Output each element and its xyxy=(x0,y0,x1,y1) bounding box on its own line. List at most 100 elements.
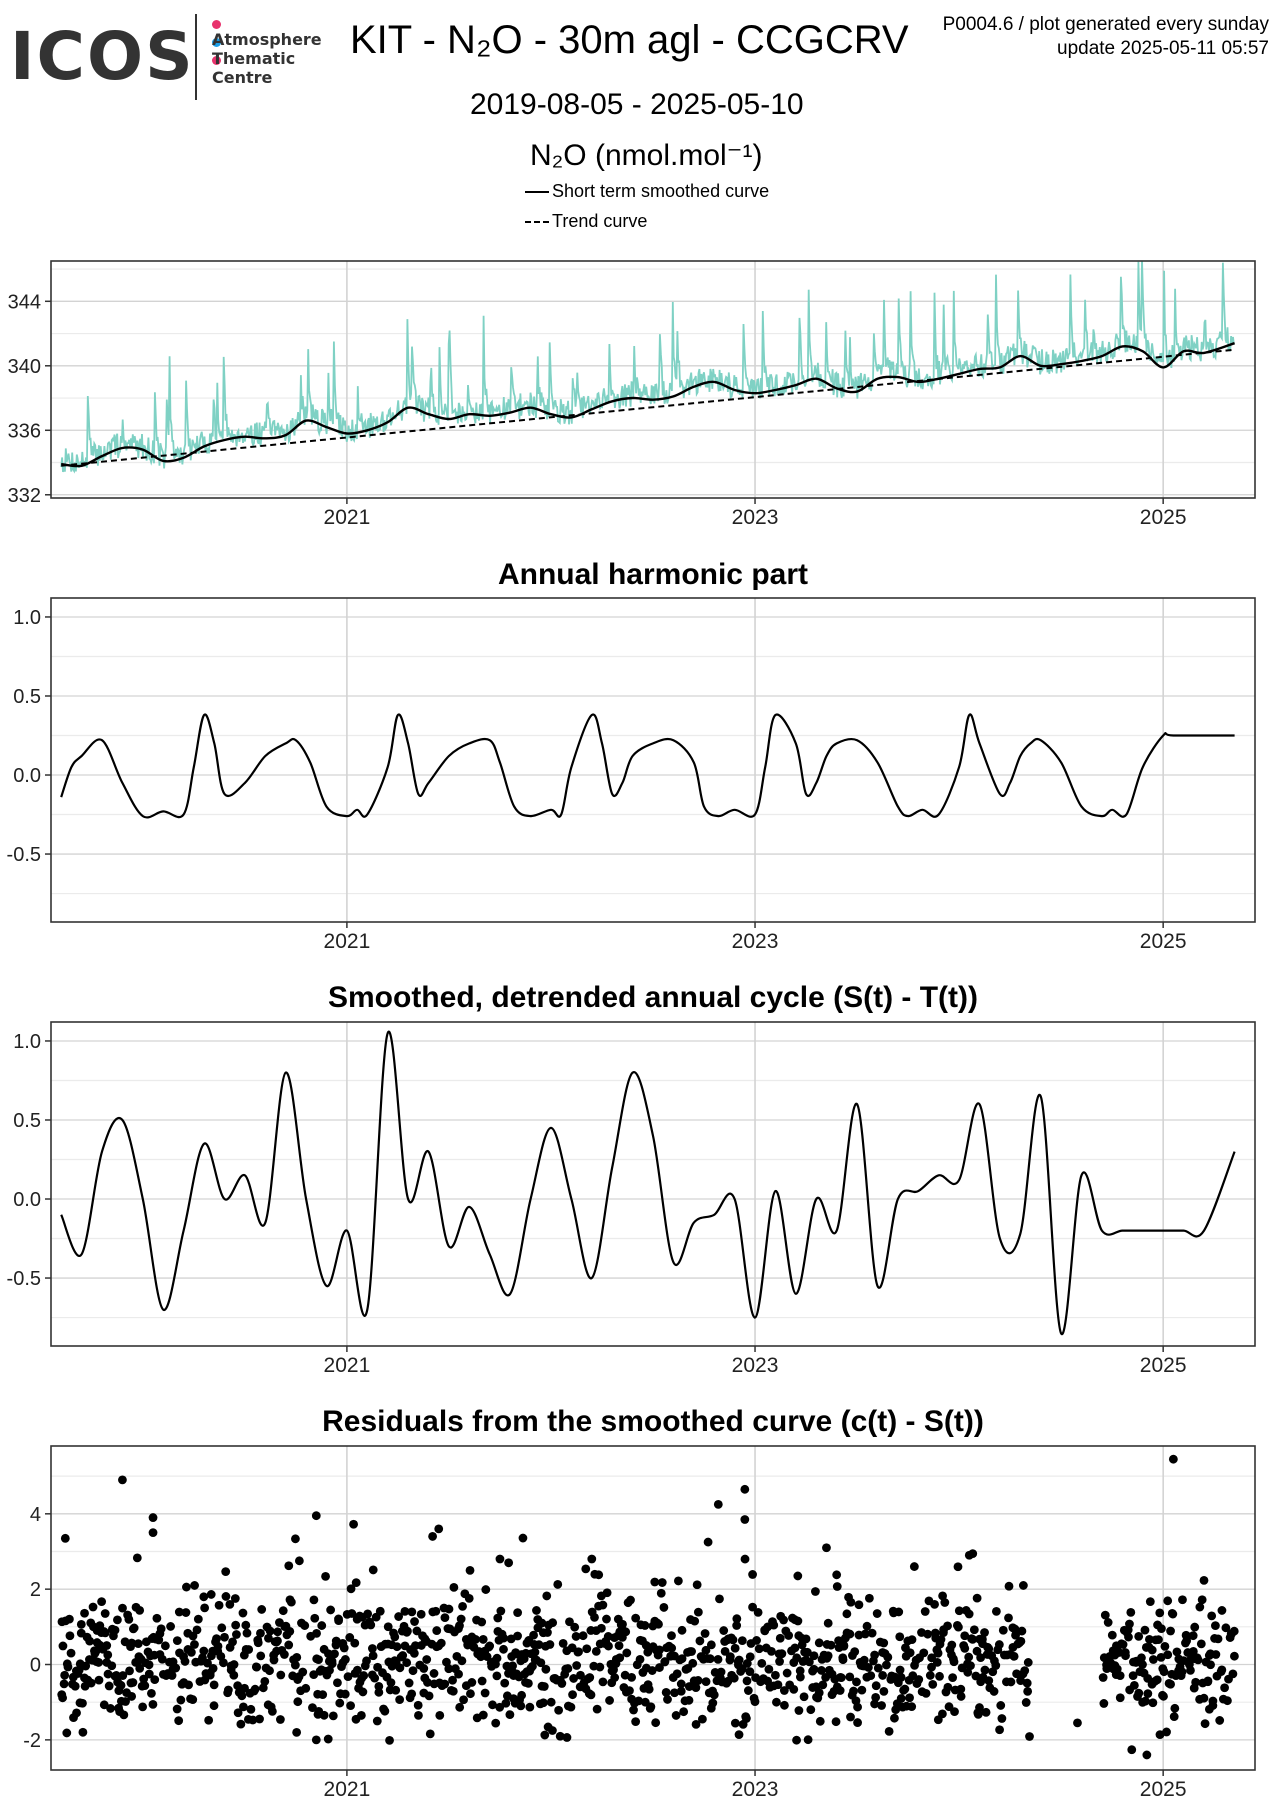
residual-point xyxy=(968,1634,978,1644)
residual-point xyxy=(770,1670,780,1680)
residual-point xyxy=(372,1716,382,1726)
residual-point xyxy=(135,1605,145,1615)
residual-point xyxy=(220,1632,229,1642)
residual-point xyxy=(431,1606,441,1616)
residual-point xyxy=(182,1582,191,1592)
chart-title: Residuals from the smoothed curve (c(t) … xyxy=(322,1405,984,1438)
residual-point xyxy=(368,1644,377,1653)
residual-point xyxy=(368,1651,378,1661)
harmonic-curve xyxy=(60,713,1235,819)
residual-point xyxy=(300,1621,310,1630)
residual-point xyxy=(233,1681,243,1691)
chart-panel-2: Annual harmonic part 1.0 0.5 0.0 -0.5 2021 202… xyxy=(7,558,1256,953)
residual-point xyxy=(335,1698,345,1708)
residual-point xyxy=(845,1629,855,1639)
residual-point xyxy=(409,1648,419,1658)
residual-point xyxy=(292,1652,302,1662)
residual-point xyxy=(585,1673,595,1682)
y-tick-label: 0.5 xyxy=(13,686,41,708)
residual-point xyxy=(505,1710,515,1720)
residual-point xyxy=(265,1626,275,1636)
residual-point xyxy=(896,1694,906,1703)
residual-point xyxy=(407,1689,417,1699)
residual-point xyxy=(655,1645,664,1655)
residual-point xyxy=(286,1597,296,1607)
x-tick-label: 2023 xyxy=(732,506,779,529)
residual-point xyxy=(545,1640,555,1649)
residual-point xyxy=(359,1671,369,1680)
y-tick-label: 340 xyxy=(8,356,41,378)
residual-point xyxy=(1142,1750,1152,1760)
residual-point xyxy=(1023,1658,1033,1667)
residual-point xyxy=(363,1609,373,1619)
residual-point xyxy=(1223,1696,1232,1706)
residual-point xyxy=(960,1631,970,1641)
y-tick-label: 0.0 xyxy=(13,765,41,787)
residual-point xyxy=(842,1609,852,1619)
residual-point xyxy=(495,1554,505,1564)
residual-point xyxy=(518,1533,528,1543)
residual-point xyxy=(679,1707,689,1717)
smoothed-curve xyxy=(61,342,1235,468)
residual-point xyxy=(347,1609,357,1618)
residual-point xyxy=(823,1651,833,1661)
residual-point xyxy=(895,1632,905,1642)
logo-dot xyxy=(212,56,221,65)
residual-point xyxy=(333,1678,342,1688)
residual-point xyxy=(499,1633,508,1643)
residual-point xyxy=(343,1672,353,1682)
x-tick-label: 2023 xyxy=(732,1778,779,1800)
residual-point xyxy=(285,1626,295,1636)
residual-point xyxy=(629,1705,638,1715)
residual-point xyxy=(864,1593,874,1603)
residual-point xyxy=(85,1636,95,1646)
residual-point xyxy=(499,1644,508,1654)
residual-point xyxy=(264,1633,273,1643)
residual-point xyxy=(557,1679,567,1688)
residual-point xyxy=(199,1646,209,1656)
residual-point xyxy=(1199,1693,1209,1703)
residual-point xyxy=(346,1584,356,1594)
residual-point xyxy=(192,1625,202,1635)
residual-point xyxy=(938,1709,947,1719)
plot-area xyxy=(57,1454,1239,1760)
residual-point xyxy=(845,1672,855,1682)
residual-point xyxy=(434,1524,444,1534)
residual-point xyxy=(782,1668,792,1678)
residual-point xyxy=(391,1685,401,1695)
residual-point xyxy=(708,1698,718,1708)
residual-point xyxy=(246,1704,256,1714)
residual-point xyxy=(118,1603,127,1613)
residual-point xyxy=(525,1702,535,1712)
residual-point xyxy=(610,1673,620,1682)
residual-point xyxy=(58,1641,68,1651)
residual-point xyxy=(647,1666,657,1675)
residual-point xyxy=(257,1605,267,1614)
residual-point xyxy=(938,1591,948,1601)
residual-point xyxy=(873,1663,883,1673)
residual-point xyxy=(428,1532,438,1541)
residual-point xyxy=(777,1649,787,1659)
residual-point xyxy=(1126,1607,1136,1617)
residual-point xyxy=(933,1648,943,1658)
residual-point xyxy=(1009,1651,1019,1661)
residual-point xyxy=(921,1688,931,1698)
residual-point xyxy=(1230,1651,1239,1661)
residual-point xyxy=(328,1711,338,1721)
residual-point xyxy=(213,1641,223,1651)
residual-point xyxy=(380,1706,390,1716)
residual-point xyxy=(943,1621,952,1631)
residual-point xyxy=(205,1670,215,1680)
residual-point xyxy=(991,1661,1001,1670)
residual-point xyxy=(995,1725,1004,1735)
residual-point xyxy=(890,1713,899,1723)
residual-point xyxy=(1073,1718,1082,1728)
residual-point xyxy=(789,1684,799,1694)
residual-point xyxy=(548,1618,558,1628)
residual-point xyxy=(894,1607,904,1617)
residual-point xyxy=(436,1638,446,1648)
residual-point xyxy=(656,1588,666,1598)
residual-point xyxy=(896,1672,906,1682)
residual-point xyxy=(909,1562,919,1571)
panel-border xyxy=(50,1021,1256,1347)
